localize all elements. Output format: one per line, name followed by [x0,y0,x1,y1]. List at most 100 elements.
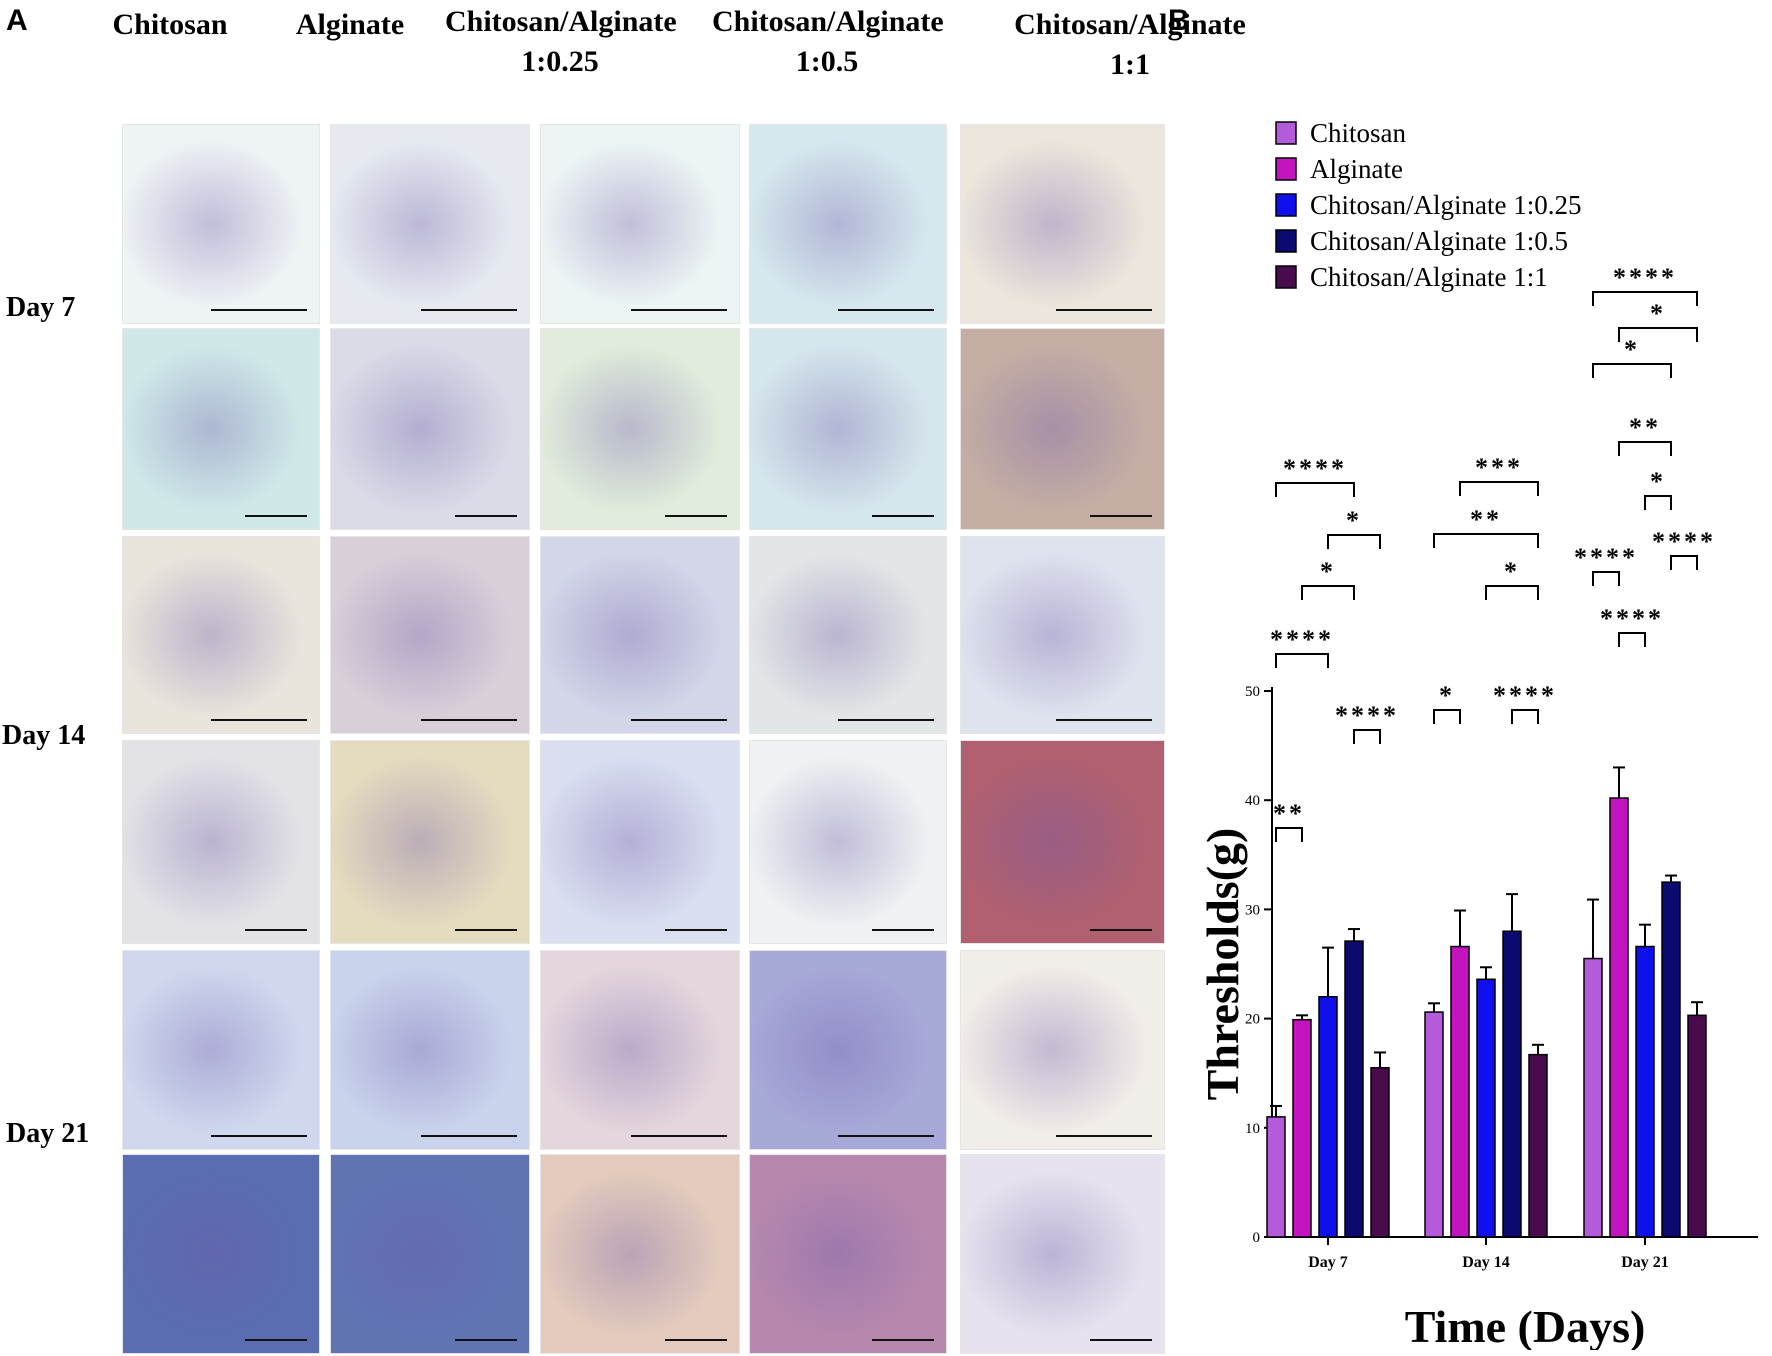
micrograph-image [330,1154,530,1354]
micrograph-image [330,328,530,530]
bar [1292,1018,1312,1238]
micrograph-image [122,740,320,944]
legend-label: Chitosan/Alginate 1:0.5 [1310,226,1568,256]
legend-label: Alginate [1310,154,1403,184]
significance-bracket [1592,363,1672,378]
significance-label: **** [1652,527,1716,556]
significance-label: * [1504,557,1520,586]
significance-label: * [1650,299,1666,328]
significance-bracket [1644,495,1672,510]
scale-bar [1056,309,1152,311]
micrograph-image [749,950,947,1150]
scale-bar [872,515,934,517]
column-header-ca-1-1: Chitosan/Alginate 1:1 [980,5,1280,85]
significance-bracket [1592,291,1698,306]
micrograph-image [749,328,947,530]
column-header-line2: 1:1 [1110,48,1150,81]
bar [1583,957,1603,1238]
scale-bar [631,309,727,311]
bar [1424,1011,1444,1238]
scale-bar [455,515,517,517]
significance-bracket [1618,441,1672,456]
column-header-alginate: Alginate [260,5,440,45]
micrograph-image [330,536,530,734]
scale-bar [421,309,517,311]
scale-bar [838,719,934,721]
significance-bracket [1592,571,1620,586]
column-header-ca-1-025: Chitosan/Alginate 1:0.25 [445,2,677,82]
panel-a-label: A [6,4,28,37]
y-tick-label: 0 [1253,1230,1261,1246]
micrograph-image [960,124,1165,324]
significance-bracket [1485,585,1539,600]
significance-label: **** [1493,681,1557,710]
scale-bar [665,515,727,517]
micrograph-image [330,124,530,324]
micrograph-image [330,740,530,944]
micrograph-image [960,536,1165,734]
micrograph-image [960,328,1165,530]
legend-swatch [1275,121,1297,145]
x-tick-label: Day 14 [1462,1254,1510,1271]
significance-label: * [1439,681,1455,710]
column-header-line1: Chitosan/Alginate [1014,8,1246,41]
micrograph-image [749,536,947,734]
significance-bracket [1433,533,1539,548]
scale-bar [245,929,307,931]
micrograph-image [749,124,947,324]
scale-bar [631,719,727,721]
significance-label: ** [1470,505,1502,534]
micrograph-image [122,536,320,734]
significance-bracket [1670,555,1698,570]
significance-label: **** [1335,701,1399,730]
scale-bar [1090,1339,1152,1341]
scale-bar [838,309,934,311]
micrograph-image [122,328,320,530]
column-header-line1: Chitosan/Alginate [445,5,677,38]
scale-bar [245,1339,307,1341]
scale-bar [1056,1135,1152,1137]
micrograph-image [960,950,1165,1150]
column-header-line2: 1:0.5 [795,45,859,78]
legend-swatch [1275,265,1297,289]
bar [1635,945,1655,1238]
bar [1687,1014,1707,1238]
significance-bracket [1459,481,1539,496]
scale-bar [455,929,517,931]
scale-bar [838,1135,934,1137]
significance-label: * [1346,506,1362,535]
significance-label: **** [1574,543,1638,572]
column-header-line1: Alginate [295,8,405,41]
scale-bar [872,1339,934,1341]
column-header-line2: 1:0.25 [521,45,599,78]
x-tick-label: Day 7 [1308,1254,1348,1271]
row-header-day14: Day 14 [2,720,86,751]
significance-label: * [1320,557,1336,586]
significance-bracket [1618,632,1646,647]
scale-bar [211,1135,307,1137]
micrograph-image [122,1154,320,1354]
legend-swatch [1275,229,1297,253]
legend-label: Chitosan/Alginate 1:0.25 [1310,190,1581,220]
micrograph-image [330,950,530,1150]
bar [1661,881,1681,1238]
significance-bracket [1511,709,1539,724]
micrograph-image [540,328,740,530]
legend-swatch [1275,157,1297,181]
micrograph-image [960,740,1165,944]
micrograph-image [540,124,740,324]
significance-bracket [1301,585,1355,600]
scale-bar [1090,515,1152,517]
micrograph-image [540,1154,740,1354]
significance-label: ** [1273,799,1305,828]
bar [1528,1053,1548,1238]
significance-label: ** [1629,413,1661,442]
y-tick-label: 40 [1245,793,1260,809]
row-header-day7: Day 7 [6,292,76,323]
bar [1476,978,1496,1238]
scale-bar [631,1135,727,1137]
scale-bar [665,1339,727,1341]
column-header-line1: Chitosan/Alginate [712,5,944,38]
x-tick-label: Day 21 [1621,1254,1669,1271]
y-tick-label: 50 [1245,684,1260,700]
